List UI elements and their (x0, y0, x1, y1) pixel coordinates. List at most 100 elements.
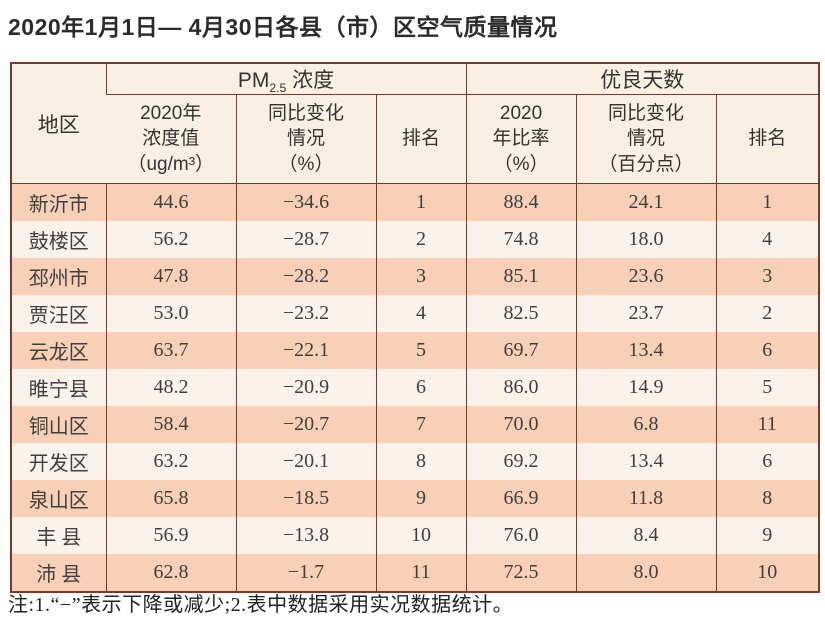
air-quality-table: 地区 PM2.5 浓度 优良天数 2020年 浓度值 （ug/m³） 同比变化 … (10, 62, 821, 593)
pm-rank-cell: 11 (375, 554, 467, 592)
good-rank-cell: 3 (715, 258, 820, 295)
header-pm-change: 同比变化 情况 （%） (235, 94, 376, 184)
table-row: 沛 县 62.8 −1.7 11 72.5 8.0 10 (11, 554, 820, 592)
pm-value-cell: 63.2 (105, 443, 236, 480)
pm-value-cell: 56.2 (105, 221, 236, 258)
region-cell: 新沂市 (11, 183, 106, 221)
pm-value-cell: 58.4 (105, 406, 236, 443)
pm-change-cell: −13.8 (235, 517, 376, 554)
pm-rank-cell: 6 (375, 369, 467, 406)
pm-change-cell: −20.9 (235, 369, 376, 406)
header-pm-rank: 排名 (375, 94, 467, 184)
good-rank-cell: 10 (715, 554, 820, 592)
good-ratio-cell: 86.0 (465, 369, 577, 406)
table-row: 开发区 63.2 −20.1 8 69.2 13.4 6 (11, 443, 820, 480)
table-row: 铜山区 58.4 −20.7 7 70.0 6.8 11 (11, 406, 820, 443)
good-rank-cell: 4 (715, 221, 820, 258)
pm-change-cell: −1.7 (235, 554, 376, 592)
good-rank-cell: 8 (715, 480, 820, 517)
table-row: 邳州市 47.8 −28.2 3 85.1 23.6 3 (11, 258, 820, 295)
good-change-cell: 14.9 (575, 369, 717, 406)
good-change-cell: 8.4 (575, 517, 717, 554)
header-group-row: 地区 PM2.5 浓度 优良天数 (11, 63, 820, 184)
pm-value-cell: 48.2 (105, 369, 236, 406)
table-body: 新沂市 44.6 −34.6 1 88.4 24.1 1 鼓楼区 56.2 −2… (11, 183, 820, 592)
good-rank-cell: 11 (715, 406, 820, 443)
good-change-cell: 24.1 (575, 183, 717, 221)
pm-rank-cell: 7 (375, 406, 467, 443)
pm-rank-cell: 3 (375, 258, 467, 295)
good-change-cell: 13.4 (575, 443, 717, 480)
page-title: 2020年1月1日— 4月30日各县（市）区空气质量情况 (8, 14, 558, 40)
good-ratio-cell: 70.0 (465, 406, 577, 443)
pm-change-cell: −20.1 (235, 443, 376, 480)
good-rank-cell: 6 (715, 332, 820, 369)
good-change-cell: 23.6 (575, 258, 717, 295)
region-cell: 沛 县 (11, 554, 106, 592)
header-good-rank: 排名 (715, 94, 820, 184)
good-ratio-cell: 85.1 (465, 258, 577, 295)
pm-value-cell: 62.8 (105, 554, 236, 592)
pm-change-cell: −34.6 (235, 183, 376, 221)
good-rank-cell: 5 (715, 369, 820, 406)
header-group-pm25: PM2.5 浓度 (105, 63, 467, 95)
pm-rank-cell: 9 (375, 480, 467, 517)
header-group-good-days: 优良天数 (465, 63, 820, 95)
good-change-cell: 6.8 (575, 406, 717, 443)
good-ratio-cell: 76.0 (465, 517, 577, 554)
good-ratio-cell: 69.2 (465, 443, 577, 480)
pm-change-cell: −28.2 (235, 258, 376, 295)
table-row: 云龙区 63.7 −22.1 5 69.7 13.4 6 (11, 332, 820, 369)
pm25-label-prefix: PM (237, 69, 270, 92)
pm-rank-cell: 4 (375, 295, 467, 332)
region-cell: 贾汪区 (11, 295, 106, 332)
good-ratio-cell: 66.9 (465, 480, 577, 517)
pm-value-cell: 65.8 (105, 480, 236, 517)
good-ratio-cell: 88.4 (465, 183, 577, 221)
region-cell: 泉山区 (11, 480, 106, 517)
pm-rank-cell: 2 (375, 221, 467, 258)
pm-change-cell: −22.1 (235, 332, 376, 369)
pm-rank-cell: 5 (375, 332, 467, 369)
pm-value-cell: 63.7 (105, 332, 236, 369)
table-header: 地区 PM2.5 浓度 优良天数 2020年 浓度值 （ug/m³） 同比变化 … (11, 63, 820, 184)
region-cell: 邳州市 (11, 258, 106, 295)
pm-rank-cell: 1 (375, 183, 467, 221)
pm-change-cell: −20.7 (235, 406, 376, 443)
table-row: 鼓楼区 56.2 −28.7 2 74.8 18.0 4 (11, 221, 820, 258)
pm-value-cell: 44.6 (105, 183, 236, 221)
header-good-change: 同比变化 情况 （百分点） (575, 94, 717, 184)
good-ratio-cell: 69.7 (465, 332, 577, 369)
pm-value-cell: 47.8 (105, 258, 236, 295)
good-change-cell: 11.8 (575, 480, 717, 517)
header-good-ratio: 2020 年比率 （%） (465, 94, 577, 184)
pm-value-cell: 53.0 (105, 295, 236, 332)
pm-change-cell: −23.2 (235, 295, 376, 332)
table-row: 丰 县 56.9 −13.8 10 76.0 8.4 9 (11, 517, 820, 554)
good-rank-cell: 1 (715, 183, 820, 221)
good-rank-cell: 6 (715, 443, 820, 480)
header-sub-row: 2020年 浓度值 （ug/m³） 同比变化 情况 （%） 排名 2020 年比… (11, 94, 820, 184)
good-ratio-cell: 72.5 (465, 554, 577, 592)
region-cell: 云龙区 (11, 332, 106, 369)
region-cell: 铜山区 (11, 406, 106, 443)
pm25-label-subscript: 2.5 (269, 81, 287, 95)
good-change-cell: 23.7 (575, 295, 717, 332)
pm-rank-cell: 8 (375, 443, 467, 480)
region-cell: 开发区 (11, 443, 106, 480)
good-rank-cell: 2 (715, 295, 820, 332)
header-pm-value: 2020年 浓度值 （ug/m³） (106, 94, 236, 184)
table-row: 睢宁县 48.2 −20.9 6 86.0 14.9 5 (11, 369, 820, 406)
pm-change-cell: −28.7 (235, 221, 376, 258)
region-cell: 睢宁县 (11, 369, 106, 406)
table-row: 贾汪区 53.0 −23.2 4 82.5 23.7 2 (11, 295, 820, 332)
header-region: 地区 (11, 63, 106, 184)
table-row: 泉山区 65.8 −18.5 9 66.9 11.8 8 (11, 480, 820, 517)
good-change-cell: 13.4 (575, 332, 717, 369)
region-cell: 鼓楼区 (11, 221, 106, 258)
footnote: 注:1.“−”表示下降或减少;2.表中数据采用实况数据统计。 (8, 594, 514, 616)
region-cell: 丰 县 (11, 517, 106, 554)
pm-value-cell: 56.9 (105, 517, 236, 554)
good-change-cell: 8.0 (575, 554, 717, 592)
